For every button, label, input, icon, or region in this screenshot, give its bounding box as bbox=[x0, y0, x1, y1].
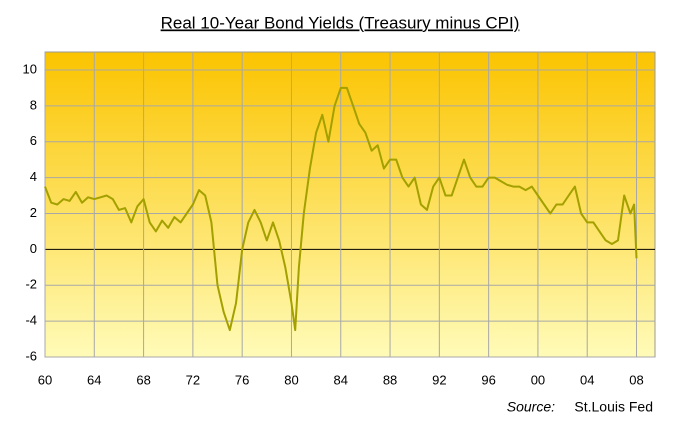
source: St.Louis Fed bbox=[574, 399, 653, 415]
y-tick-label: -6 bbox=[25, 348, 37, 363]
x-tick-label: 68 bbox=[136, 372, 150, 387]
chart-title: Real 10-Year Bond Yields (Treasury minus… bbox=[161, 13, 520, 32]
y-tick-label: 0 bbox=[30, 241, 37, 256]
y-tick-label: 4 bbox=[30, 169, 37, 184]
plot-area bbox=[44, 51, 656, 358]
x-tick-label: 80 bbox=[284, 372, 298, 387]
x-tick-label: 96 bbox=[481, 372, 495, 387]
x-tick-label: 60 bbox=[38, 372, 52, 387]
x-tick-label: 04 bbox=[580, 372, 594, 387]
series-line bbox=[44, 86, 638, 332]
y-tick-label: -2 bbox=[25, 277, 37, 292]
x-tick-label: 64 bbox=[87, 372, 101, 387]
y-tick-label: 6 bbox=[30, 133, 37, 148]
y-tick-label: 10 bbox=[23, 61, 37, 76]
x-tick-label: 84 bbox=[334, 372, 348, 387]
x-tick-label: 72 bbox=[186, 372, 200, 387]
x-tick-label: 08 bbox=[629, 372, 643, 387]
y-tick-label: 2 bbox=[30, 205, 37, 220]
x-tick-label: 88 bbox=[383, 372, 397, 387]
x-tick-label: 92 bbox=[432, 372, 446, 387]
y-tick-label: -4 bbox=[25, 313, 37, 328]
x-tick-label: 76 bbox=[235, 372, 249, 387]
source-label: Source: bbox=[507, 399, 555, 415]
x-tick-label: 00 bbox=[531, 372, 545, 387]
y-tick-label: 8 bbox=[30, 97, 37, 112]
